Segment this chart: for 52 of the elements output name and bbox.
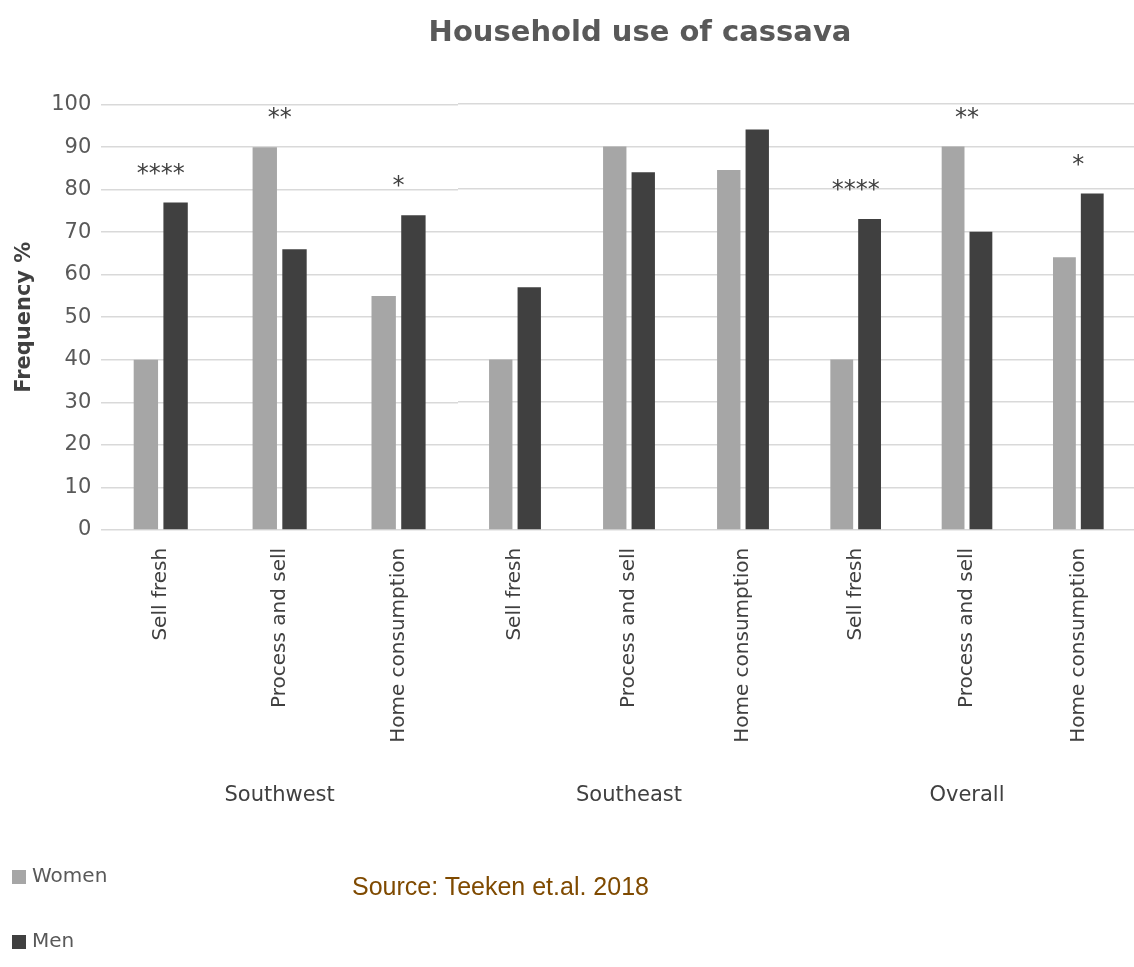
legend-label: Women [32, 863, 108, 888]
x-tick-label: Sell fresh [146, 547, 171, 641]
y-tick-label: 80 [64, 176, 92, 201]
y-axis-title: Frequency % [11, 241, 36, 393]
y-tick-label: 100 [51, 91, 92, 116]
x-tick-label: Home consumption [729, 547, 754, 743]
bar [969, 231, 993, 530]
x-axis-title: Overall [929, 781, 1005, 806]
x-axis-title: Southwest [224, 781, 335, 806]
annotation: **** [136, 158, 185, 187]
chart-title: Household use of cassava [427, 14, 853, 48]
y-tick-label: 70 [64, 218, 92, 243]
y-tick-label: 0 [77, 516, 92, 541]
x-tick-label: Process and sell [265, 547, 290, 708]
y-tick-label: 90 [64, 133, 92, 158]
annotation: * [1072, 149, 1085, 178]
y-tick-label: 40 [64, 346, 92, 371]
bar [517, 287, 541, 530]
x-axis-title: Southeast [576, 781, 682, 806]
bar [133, 359, 159, 530]
source-note: Source: Teeken et.al. 2018 [352, 872, 649, 901]
bar [163, 202, 188, 530]
bar [631, 172, 655, 530]
x-tick-label: Home consumption [384, 547, 409, 743]
annotation: * [392, 171, 405, 200]
annotation: **** [831, 175, 880, 204]
y-tick-label: 60 [64, 261, 92, 286]
bar [401, 215, 426, 530]
bar [282, 249, 307, 530]
x-tick-label: Home consumption [1064, 547, 1089, 743]
bar [858, 218, 881, 530]
y-tick-label: 50 [64, 303, 92, 328]
bar [252, 147, 277, 530]
legend-label: Men [32, 928, 75, 953]
y-tick-label: 20 [64, 431, 92, 456]
bar [717, 170, 741, 530]
annotation: ** [955, 102, 979, 131]
x-tick-label: Sell fresh [501, 547, 526, 641]
x-tick-label: Process and sell [953, 547, 978, 708]
y-tick-label: 30 [64, 388, 92, 413]
bar [603, 146, 627, 530]
x-tick-label: Sell fresh [841, 547, 866, 641]
bar [489, 359, 513, 530]
bar [830, 359, 854, 530]
bar [745, 129, 769, 530]
bar [941, 146, 965, 530]
bar [1053, 257, 1076, 530]
bar [371, 295, 396, 530]
y-tick-label: 10 [64, 473, 92, 498]
annotation: ** [267, 103, 292, 132]
x-tick-label: Process and sell [615, 547, 640, 708]
bar [1080, 193, 1104, 530]
